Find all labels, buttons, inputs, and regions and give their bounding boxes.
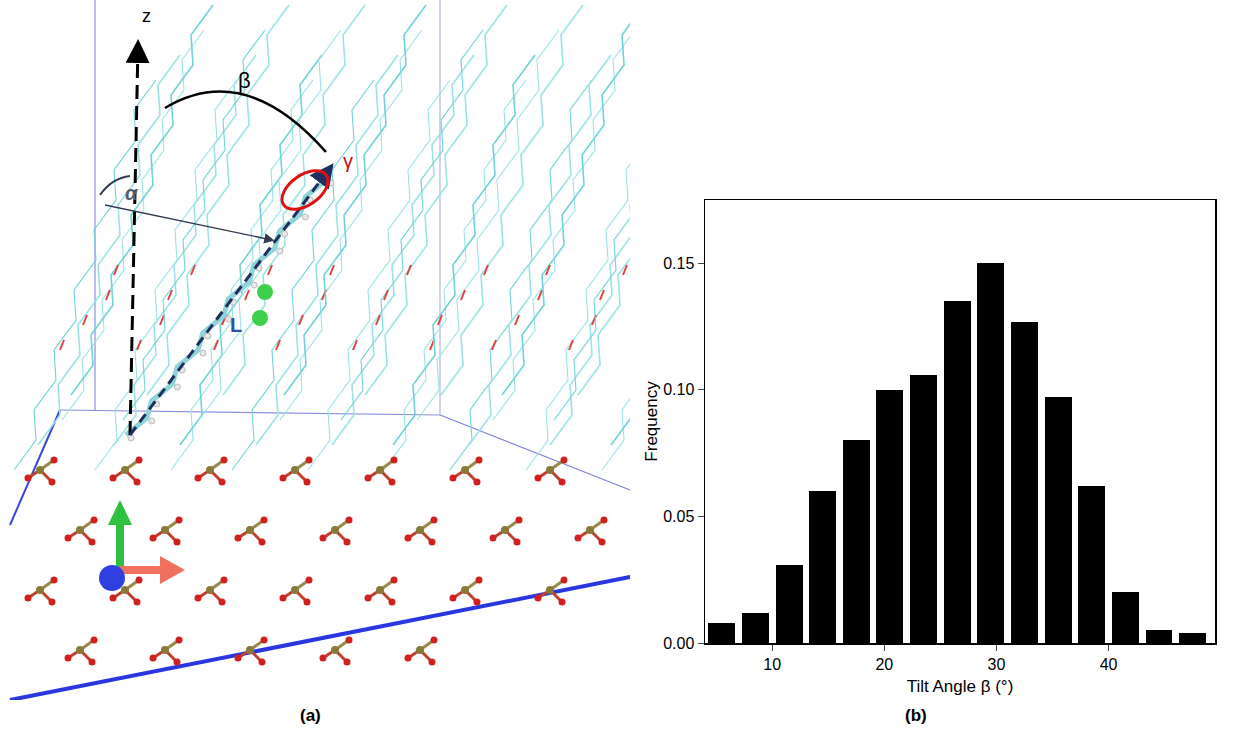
svg-text:0.10: 0.10 — [663, 381, 694, 398]
svg-text:0.15: 0.15 — [663, 255, 694, 272]
svg-text:0.05: 0.05 — [663, 508, 694, 525]
svg-text:30: 30 — [988, 656, 1006, 673]
svg-text:0.00: 0.00 — [663, 635, 694, 652]
svg-text:L: L — [230, 314, 242, 336]
html-text:(b): (b) — [905, 706, 927, 725]
svg-text:10: 10 — [763, 656, 781, 673]
html-text:(a): (a) — [300, 706, 321, 725]
svg-text:20: 20 — [875, 656, 893, 673]
svg-text:Frequency: Frequency — [642, 381, 661, 462]
svg-text:β: β — [238, 68, 251, 93]
svg-text:Tilt Angle β (°): Tilt Angle β (°) — [907, 677, 1014, 696]
svg-text:α: α — [125, 182, 139, 204]
svg-text:z: z — [142, 6, 151, 26]
svg-text:γ: γ — [343, 150, 353, 172]
svg-text:40: 40 — [1100, 656, 1118, 673]
